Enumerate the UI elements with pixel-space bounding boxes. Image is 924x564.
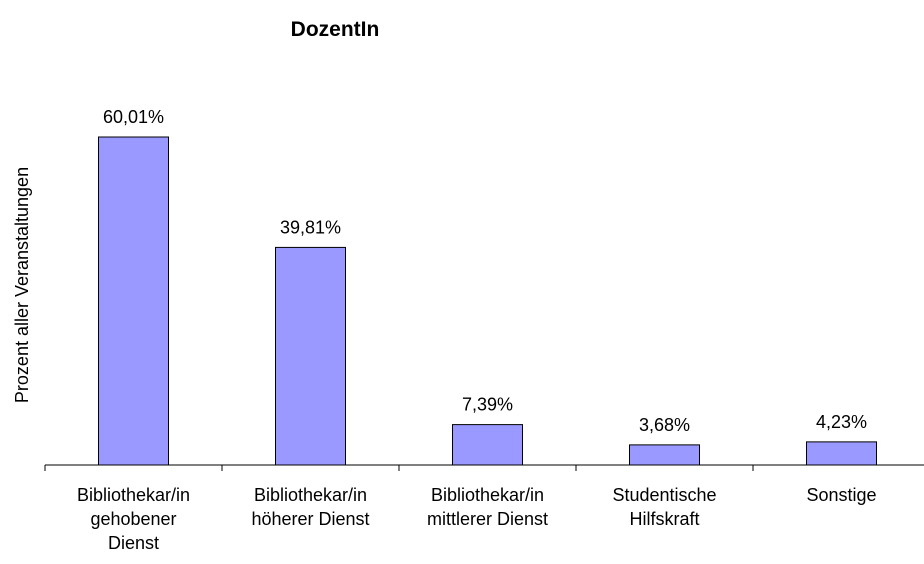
x-tick-label: Bibliothekar/in mittlerer Dienst <box>426 485 549 529</box>
chart-title: DozentIn <box>291 18 380 41</box>
x-tick-label: Bibliothekar/in gehobener Dienst <box>76 485 191 553</box>
value-label: 39,81% <box>280 217 341 237</box>
value-label: 7,39% <box>462 395 513 415</box>
x-tick-label: Sonstige <box>806 485 877 505</box>
x-tick-label: Bibliothekar/in höherer Dienst <box>251 485 370 529</box>
bar <box>275 246 346 466</box>
y-axis-label: Prozent aller Veranstaltungen <box>12 167 32 403</box>
x-tick-label: Studentische Hilfskraft <box>612 485 717 529</box>
value-label: 4,23% <box>816 412 867 432</box>
bar <box>452 424 523 466</box>
bar <box>98 136 169 466</box>
value-label: 3,68% <box>639 415 690 435</box>
value-label: 60,01% <box>103 107 164 127</box>
bar <box>806 441 877 466</box>
bar <box>629 444 700 466</box>
